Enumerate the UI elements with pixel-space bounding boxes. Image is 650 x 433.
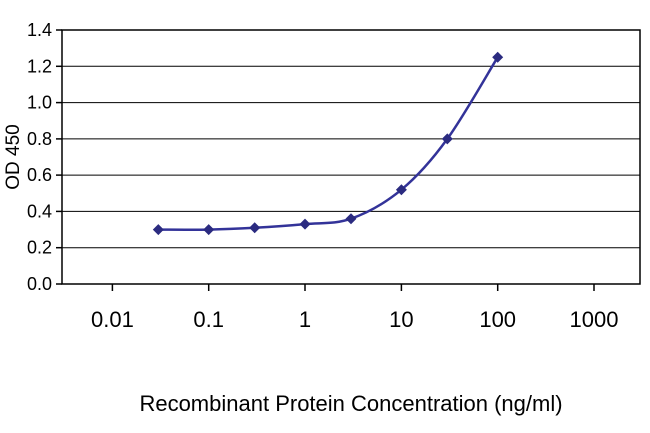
data-point-marker <box>249 222 261 234</box>
data-point-marker <box>299 218 311 230</box>
data-point-marker <box>492 51 504 63</box>
y-tick-label: 0.0 <box>27 274 52 294</box>
x-tick-label: 1 <box>299 307 311 332</box>
data-point-marker <box>203 224 215 236</box>
plot-area: 0.0 0.2 0.4 0.6 0.8 1.0 1.2 1.4 0.01 0.1 1 10 100 100… <box>27 20 641 332</box>
data-point-marker <box>441 133 453 145</box>
y-tick-label: 0.4 <box>27 201 52 221</box>
data-point-marker <box>395 184 407 196</box>
x-tick-label: 0.01 <box>91 307 134 332</box>
y-tick-label: 0.8 <box>27 129 52 149</box>
data-point-marker <box>345 213 357 225</box>
x-tick-label: 100 <box>479 307 516 332</box>
data-point-marker <box>152 224 164 236</box>
y-tick-label: 0.2 <box>27 238 52 258</box>
y-tick-label: 1.2 <box>27 56 52 76</box>
y-tick-label: 1.4 <box>27 20 52 40</box>
x-tick-label: 10 <box>389 307 413 332</box>
x-tick-label: 1000 <box>570 307 619 332</box>
y-tick-label: 0.6 <box>27 165 52 185</box>
x-axis-title: Recombinant Protein Concentration (ng/ml… <box>139 391 562 416</box>
y-tick-label: 1.0 <box>27 93 52 113</box>
y-axis-title: OD 450 <box>3 124 24 189</box>
plot-background <box>62 30 640 284</box>
x-tick-label: 0.1 <box>193 307 224 332</box>
plot-border <box>61 29 641 285</box>
